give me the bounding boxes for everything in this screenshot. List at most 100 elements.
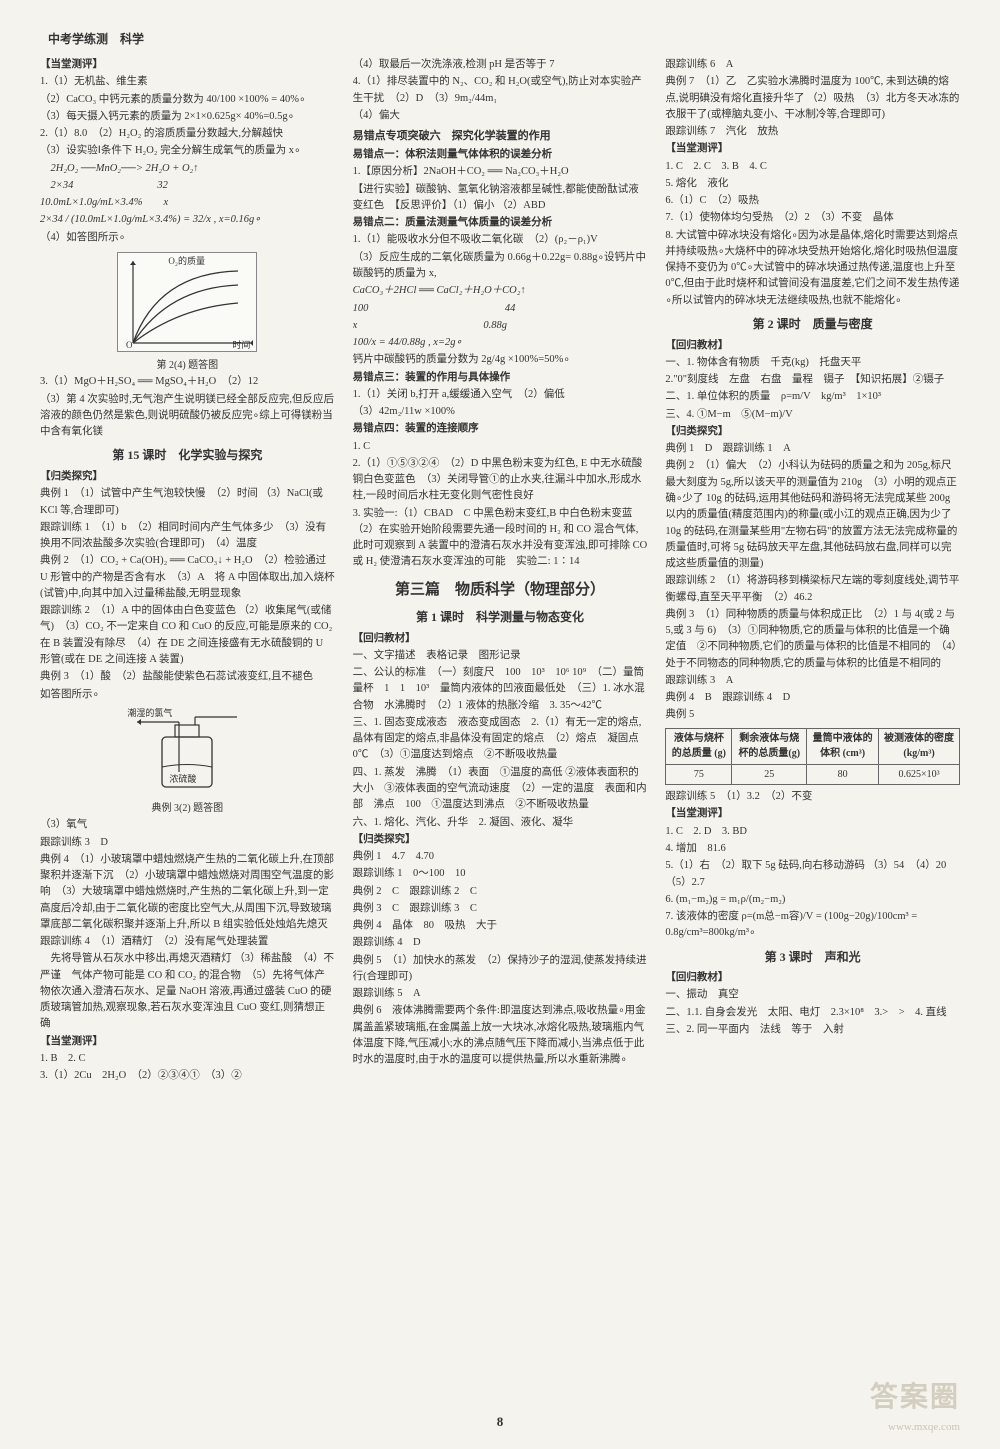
column-3: 跟踪训练 6 A 典例 7 （1）乙 乙实验水沸腾时温度为 100℃, 未到达碘… xyxy=(665,56,960,1396)
c2-p15: 二、公认的标准 （一）刻度尺 100 10³ 10⁶ 10⁹ （二）量筒 量杯 … xyxy=(353,665,648,714)
column-2: （4）取最后一次洗涤液,检测 pH 是否等于 7 4.（1）排尽装置中的 N₂、… xyxy=(353,56,648,1396)
c1-p5: （3）设实验Ⅰ条件下 H₂O₂ 完全分解生成氧气的质量为 x∘ xyxy=(40,143,335,159)
c1-p11: 典例 2 （1）CO₂ + Ca(OH)₂ ══ CaCO₃↓ + H₂O （2… xyxy=(40,553,335,602)
c1-p14: 如答图所示∘ xyxy=(40,687,335,703)
c3-p20: 跟踪训练 5 （1）3.2 （2）不变 xyxy=(665,789,960,805)
td-3: 0.625×10³ xyxy=(879,764,960,785)
c3-p13: 典例 1 D 跟踪训练 1 A xyxy=(665,441,960,457)
error-2: 易错点二：质量法测量气体质量的误差分析 xyxy=(353,215,648,231)
th-3: 被测液体的密度 (kg/m³) xyxy=(879,728,960,764)
c3-p26: 一、振动 真空 xyxy=(665,987,960,1003)
column-1: 【当堂测评】 1.（1）无机盐、维生素 （2）CaCO₃ 中钙元素的质量分数为 … xyxy=(40,56,335,1396)
c1-p19: 先将导管从石灰水中移出,再熄灭酒精灯 （3）稀盐酸 （4）不严谨 气体产物可能是… xyxy=(40,951,335,1032)
c1-p1: 1.（1）无机盐、维生素 xyxy=(40,74,335,90)
c3-p15: 跟踪训练 2 （1）将游码移到横梁标尺左端的零刻度线处,调节平衡螺母,直至天平平… xyxy=(665,573,960,606)
c2-p23: 典例 4 晶体 80 吸热 大于 xyxy=(353,918,648,934)
c2-p16: 三、1. 固态变成液态 液态变成固态 2.（1）有无一定的熔点,晶体有固定的熔点… xyxy=(353,715,648,764)
c1-p16: 跟踪训练 3 D xyxy=(40,835,335,851)
c3-p14: 典例 2 （1）偏大 （2）小科认为砝码的质量之和为 205g,标尺最大刻度为 … xyxy=(665,458,960,572)
big-section-physics: 第三篇 物质科学（物理部分） xyxy=(353,579,648,602)
c2-p22: 典例 3 C 跟踪训练 3 C xyxy=(353,901,648,917)
c2-p26: 跟踪训练 5 A xyxy=(353,986,648,1002)
c3-p25: 7. 该液体的密度 ρ=(m总−m容)/V = (100g−20g)/100cm… xyxy=(665,909,960,942)
c3-p17: 跟踪训练 3 A xyxy=(665,673,960,689)
c3-p5: 5. 熔化 液化 xyxy=(665,176,960,192)
lesson-3: 第 3 课时 声和光 xyxy=(665,948,960,967)
svg-text:O: O xyxy=(126,340,133,350)
tag-textbook-2: 【回归教材】 xyxy=(665,338,960,354)
c1-p6: （4）如答图所示∘ xyxy=(40,230,335,246)
c3-p3: 跟踪训练 7 汽化 放热 xyxy=(665,124,960,140)
c1-eq2: 2×34 32 xyxy=(40,178,335,194)
error-section-6: 易错点专项突破六 探究化学装置的作用 xyxy=(353,128,648,145)
c3-p19: 典例 5 xyxy=(665,707,960,723)
c3-p2: 典例 7 （1）乙 乙实验水沸腾时温度为 100℃, 未到达碘的熔点,说明碘没有… xyxy=(665,74,960,123)
c1-p4: 2.（1）8.0 （2）H₂O₂ 的溶质质量分数越大,分解越快 xyxy=(40,126,335,142)
c3-p11: 二、1. 单位体积的质量 ρ=m/V kg/m³ 1×10³ xyxy=(665,389,960,405)
tag-explore-3: 【归类探究】 xyxy=(665,424,960,440)
chart-caption: 第 2(4) 题答图 xyxy=(40,358,335,374)
page-header: 中考学练测 科学 xyxy=(40,30,960,48)
lesson-1: 第 1 课时 科学测量与物态变化 xyxy=(353,608,648,627)
c2-p19: 典例 1 4.7 4.70 xyxy=(353,849,648,865)
tag-assessment: 【当堂测评】 xyxy=(40,57,335,73)
c1-eq3: 10.0mL×1.0g/mL×3.4% x xyxy=(40,195,335,211)
c3-p16: 典例 3 （1）同种物质的质量与体积成正比 （2）1 与 4(或 2 与 5,或… xyxy=(665,607,960,672)
td-1: 25 xyxy=(732,764,807,785)
c3-p10: 2."0"刻度线 左盘 右盘 量程 镊子 【知识拓展】②镊子 xyxy=(665,372,960,388)
c2-eq4: 100/x = 44/0.88g , x=2g∘ xyxy=(353,335,648,351)
c1-p8: （3）第 4 次实验时,无气泡产生说明镁已经全部反应完,但反应后溶液的颜色仍然是… xyxy=(40,392,335,441)
c1-p2: （2）CaCO₃ 中钙元素的质量分数为 40/100 ×100% = 40%∘ xyxy=(40,92,335,108)
c2-p25: 典例 5 （1）加快水的蒸发 （2）保持沙子的湿润,使蒸发持续进行(合理即可) xyxy=(353,953,648,986)
diag-label2: 浓硫酸 xyxy=(169,773,196,787)
diag-caption: 典例 3(2) 题答图 xyxy=(40,801,335,817)
th-0: 液体与烧杯的总质量 (g) xyxy=(666,728,732,764)
c2-p5: 【进行实验】碳酸钠、氢氧化钠溶液都呈碱性,都能使酚酞试液变红色 【反思评价】（1… xyxy=(353,182,648,215)
c3-p7: 7.（1）使物体均匀受热 （2）2 （3）不变 晶体 xyxy=(665,210,960,226)
th-1: 剩余液体与烧杯的总质量(g) xyxy=(732,728,807,764)
c3-p6: 6.（1）C （2）吸热 xyxy=(665,193,960,209)
tag-explore-2: 【归类探究】 xyxy=(353,832,648,848)
c2-p18: 六、1. 熔化、汽化、升华 2. 凝固、液化、凝华 xyxy=(353,815,648,831)
c2-p13: 3. 实验一:（1）CBAD C 中黑色粉末变红,B 中白色粉末变蓝 （2）在实… xyxy=(353,506,648,571)
tag-assess-3: 【当堂测评】 xyxy=(665,141,960,157)
c2-p1: （4）取最后一次洗涤液,检测 pH 是否等于 7 xyxy=(353,57,648,73)
c2-p8: 钙片中碳酸钙的质量分数为 2g/4g ×100%=50%∘ xyxy=(353,352,648,368)
c1-p18: 跟踪训练 4 （1）酒精灯 （2）没有尾气处理装置 xyxy=(40,934,335,950)
c1-p21: 3.（1）2Cu 2H₂O （2）②③④① （3）② xyxy=(40,1068,335,1084)
watermark-text: 答案圈 xyxy=(870,1377,960,1419)
c2-p12: 2.（1）①⑤③②④ （2）D 中黑色粉末变为红色, E 中无水硫酸铜白色变蓝色… xyxy=(353,456,648,505)
c3-p22: 4. 增加 81.6 xyxy=(665,841,960,857)
c3-p8: 8. 大试管中碎冰块没有熔化∘因为冰是晶体,熔化时需要达到熔点并持续吸热∘大烧杯… xyxy=(665,228,960,309)
tag-explore-1: 【归类探究】 xyxy=(40,469,335,485)
c3-p9: 一、1. 物体含有物质 千克(kg) 托盘天平 xyxy=(665,355,960,371)
section-15: 第 15 课时 化学实验与探究 xyxy=(40,446,335,465)
diag-label1: 潮湿的氯气 xyxy=(127,707,172,721)
c3-p21: 1. C 2. D 3. BD xyxy=(665,824,960,840)
lesson-2: 第 2 课时 质量与密度 xyxy=(665,315,960,334)
chart-xlabel: 时间 xyxy=(232,339,250,353)
page-number: 8 xyxy=(497,1412,504,1432)
c3-p4: 1. C 2. C 3. B 4. C xyxy=(665,159,960,175)
chart-ylabel: O₂的质量 xyxy=(168,255,205,269)
c3-p18: 典例 4 B 跟踪训练 4 D xyxy=(665,690,960,706)
c3-p12: 三、4. ①M−m ⑤(M−m)/V xyxy=(665,407,960,423)
error-1: 易错点一：体积法则量气体体积的误差分析 xyxy=(353,147,648,163)
c1-p17: 典例 4 （1）小玻璃罩中蜡烛燃烧产生热的二氧化碳上升,在顶部聚积并逐渐下沉 （… xyxy=(40,852,335,933)
c1-p3: （3）每天摄入钙元素的质量为 2×1×0.625g× 40%=0.5g∘ xyxy=(40,109,335,125)
c1-p12: 跟踪训练 2 （1）A 中的固体由白色变蓝色 （2）收集尾气(或储气) （3）C… xyxy=(40,603,335,668)
c1-p10: 跟踪训练 1 （1）b （2）相同时间内产生气体多少 （3）没有换用不同浓盐酸多… xyxy=(40,520,335,553)
gas-bottle-diagram: 潮湿的氯气 浓硫酸 xyxy=(127,707,247,797)
tag-assess-2: 【当堂测评】 xyxy=(40,1034,335,1050)
c2-p7: （3）反应生成的二氧化碳质量为 0.66g＋0.22g= 0.88g∘设钙片中碳… xyxy=(353,250,648,283)
c2-p11: 1. C xyxy=(353,439,648,455)
c1-eq4: 2×34 / (10.0mL×1.0g/mL×3.4%) = 32/x , x=… xyxy=(40,212,335,228)
c2-p9: 1.（1）关闭 b,打开 a,缓缓通入空气 （2）偏低 xyxy=(353,387,648,403)
c1-p7: 3.（1）MgO＋H₂SO₄ ══ MgSO₄＋H₂O （2）12 xyxy=(40,374,335,390)
c3-p27: 二、1.1. 自身会发光 太阳、电灯 2.3×10⁸ 3.> > 4. 直线 xyxy=(665,1005,960,1021)
c1-eq1: 2H₂O₂ ──MnO₂──> 2H₂O + O₂↑ xyxy=(40,161,335,177)
density-table: 液体与烧杯的总质量 (g) 剩余液体与烧杯的总质量(g) 量筒中液体的体积 (c… xyxy=(665,728,960,786)
c2-p2: 4.（1）排尽装置中的 N₂、CO₂ 和 H₂O(或空气),防止对本实验产生干扰… xyxy=(353,74,648,107)
c3-p28: 三、2. 同一平面内 法线 等于 入射 xyxy=(665,1022,960,1038)
c3-p23: 5.（1）右 （2）取下 5g 砝码,向右移动游码 （3）54 （4）20 （5… xyxy=(665,858,960,891)
